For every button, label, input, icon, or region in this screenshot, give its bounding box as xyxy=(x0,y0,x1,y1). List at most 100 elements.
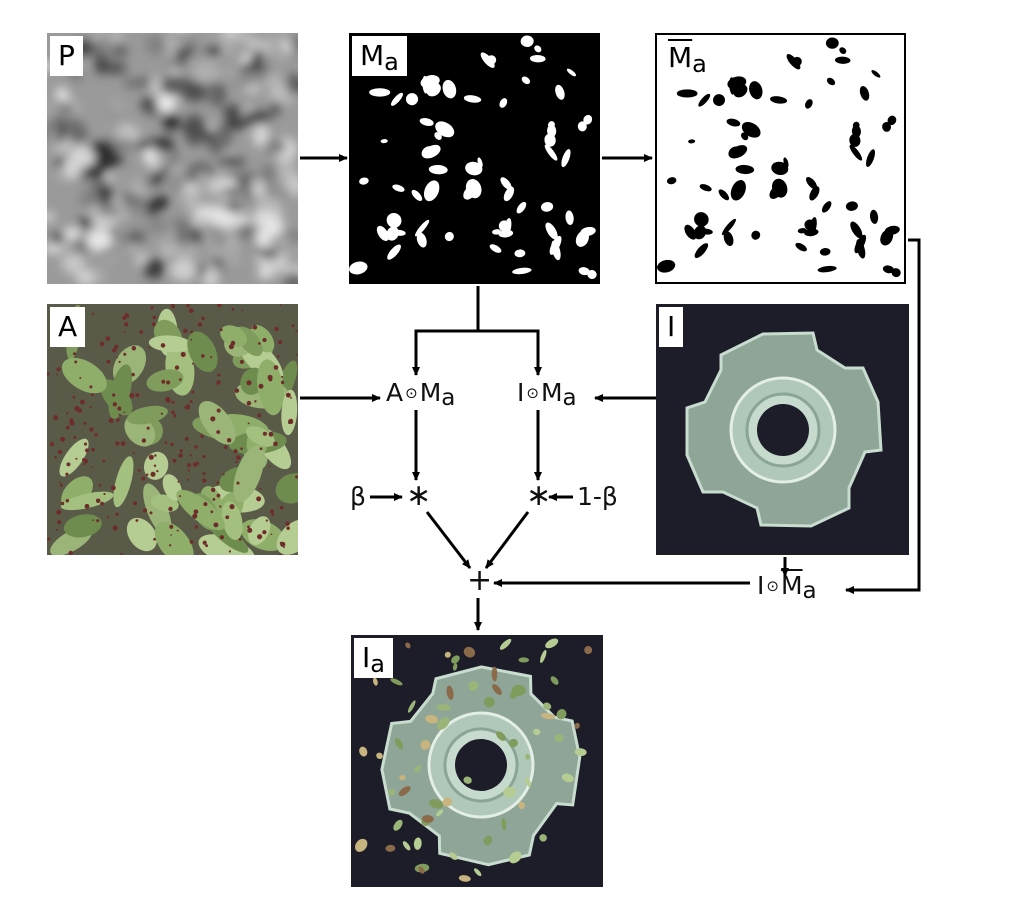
mask-blob xyxy=(392,184,405,192)
beta-label: β xyxy=(350,482,366,511)
mask-blob xyxy=(797,228,807,234)
mask-blob xyxy=(718,189,730,201)
panel-label-ma-bar: Ma xyxy=(660,38,715,78)
mask-blob xyxy=(859,85,870,101)
arrow-mask-to-i-node xyxy=(478,329,542,376)
panel-label-p: P xyxy=(50,36,83,76)
plus-symbol: + xyxy=(467,563,493,598)
mask-blob xyxy=(516,201,527,214)
mask-blob xyxy=(499,98,508,108)
mask-blob xyxy=(578,267,590,276)
mask-blob xyxy=(887,115,897,126)
mask-blob xyxy=(770,96,788,104)
mask-blob xyxy=(882,121,891,132)
input-image-panel: I xyxy=(656,304,909,555)
mask-blob xyxy=(575,230,589,247)
mask-blob xyxy=(805,99,813,109)
mask-blob xyxy=(666,177,677,185)
multiply-right-symbol: ∗ xyxy=(526,478,552,513)
mask-blob xyxy=(839,47,847,55)
mask-blob xyxy=(520,35,534,47)
mask-blob xyxy=(826,77,836,86)
mask-blob xyxy=(514,249,526,258)
mask-blob xyxy=(405,93,419,106)
one-minus-beta-label: 1-β xyxy=(577,482,618,511)
glass-part-photo xyxy=(656,304,909,555)
mask-blob xyxy=(549,235,562,255)
mask-blob xyxy=(851,125,861,138)
arrow-left-mult-to-plus xyxy=(425,511,472,569)
augmented-photo xyxy=(351,635,603,887)
mask-blob xyxy=(809,186,820,201)
mask-blob xyxy=(723,231,734,247)
mask-blob xyxy=(442,79,457,99)
mask-blob xyxy=(676,89,698,98)
mask-blob xyxy=(577,121,587,132)
mask-blob xyxy=(809,217,817,236)
mask-blob xyxy=(735,164,755,175)
mask-blob xyxy=(387,244,401,260)
mask-blob xyxy=(806,176,818,190)
multiply-left-symbol: ∗ xyxy=(406,478,432,513)
panel-label-i: I xyxy=(659,307,684,347)
mask-blob xyxy=(721,218,736,236)
mask-blob xyxy=(489,244,502,253)
mask-blob xyxy=(834,56,851,64)
panel-label-ia: Ia xyxy=(354,638,393,678)
mask-blob xyxy=(698,93,711,107)
mask-blob xyxy=(693,225,707,240)
mask-blob xyxy=(657,259,676,273)
mask-blob xyxy=(420,75,440,89)
mask-blob xyxy=(566,68,577,77)
mask-blob xyxy=(795,242,807,252)
node-i-times-mask: I ⊙Ma xyxy=(517,378,577,411)
inverted-mask-panel: Ma xyxy=(655,33,906,284)
mask-blob xyxy=(492,229,502,235)
mask-blob xyxy=(561,149,571,168)
mask-blob xyxy=(349,261,368,275)
mask-blob xyxy=(545,222,558,240)
mask-blob xyxy=(544,144,558,161)
mask-blob xyxy=(411,189,423,201)
mask-blob xyxy=(583,114,593,125)
mask-blob xyxy=(500,177,512,190)
mask-blob xyxy=(727,76,747,90)
mask-blob xyxy=(380,139,388,144)
mask-blob xyxy=(751,230,761,240)
mask-blob xyxy=(749,81,763,100)
mask-blob xyxy=(503,186,515,202)
mask-blob xyxy=(849,144,863,161)
mask-blob xyxy=(684,224,697,240)
mask-blob xyxy=(521,76,531,85)
mask-blob xyxy=(391,92,404,106)
mask-blob xyxy=(419,117,434,127)
mask-blob xyxy=(771,161,789,176)
perlin-noise-image xyxy=(47,33,298,284)
mask-blob xyxy=(529,55,546,63)
mask-blob xyxy=(369,88,391,97)
mask-blob xyxy=(869,209,879,224)
mask-blob xyxy=(783,157,789,168)
arrow-right-mult-to-plus xyxy=(484,511,530,569)
mask-blob xyxy=(423,180,440,202)
mask-blob xyxy=(555,84,565,100)
mask-blob xyxy=(817,265,837,273)
mask-blob xyxy=(792,56,802,67)
mask-blob xyxy=(845,201,858,211)
mask-blob xyxy=(477,157,483,168)
mask-blob xyxy=(699,184,712,192)
mask-blob xyxy=(694,212,709,227)
mask-blob xyxy=(465,161,483,176)
mask-blob xyxy=(486,55,497,65)
mask-blob xyxy=(534,45,542,53)
mask-blob xyxy=(504,218,512,237)
mask-blob xyxy=(866,149,876,167)
mask-blob xyxy=(547,124,557,138)
mask-blob xyxy=(435,121,455,138)
mask-blob xyxy=(376,225,389,241)
mask-blob xyxy=(713,94,725,107)
mask-blob xyxy=(463,95,482,103)
mask-blob xyxy=(819,247,831,256)
mask-blob xyxy=(416,232,427,248)
